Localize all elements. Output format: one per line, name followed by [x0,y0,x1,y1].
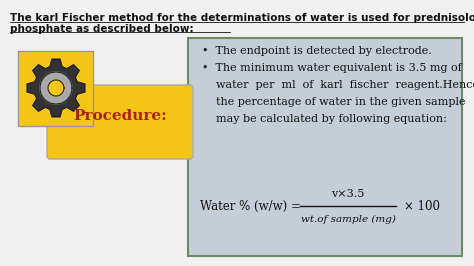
Text: Water % (w/w) =: Water % (w/w) = [200,200,301,213]
Text: wt.of sample (mg): wt.of sample (mg) [301,214,395,223]
FancyBboxPatch shape [47,85,193,159]
Text: the percentage of water in the given sample: the percentage of water in the given sam… [202,97,465,107]
Text: •  The endpoint is detected by electrode.: • The endpoint is detected by electrode. [202,46,432,56]
Text: water  per  ml  of  karl  fischer  reagent.Hence: water per ml of karl fischer reagent.Hen… [202,80,474,90]
FancyBboxPatch shape [18,51,93,126]
Text: •  The minimum water equivalent is 3.5 mg of: • The minimum water equivalent is 3.5 mg… [202,63,462,73]
Text: The karl Fischer method for the determinations of water is used for prednisolone: The karl Fischer method for the determin… [10,13,474,23]
Polygon shape [27,59,85,117]
Text: phosphate as described below:: phosphate as described below: [10,24,193,34]
Text: v×3.5: v×3.5 [331,189,365,199]
Polygon shape [48,80,64,96]
Text: × 100: × 100 [404,200,440,213]
Polygon shape [40,72,72,104]
Text: Procedure:: Procedure: [73,109,167,123]
FancyBboxPatch shape [188,38,462,256]
Text: may be calculated by following equation:: may be calculated by following equation: [202,114,447,124]
